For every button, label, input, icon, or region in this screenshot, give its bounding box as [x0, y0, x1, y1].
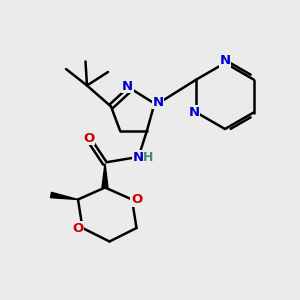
Text: N: N	[219, 54, 231, 67]
Text: N: N	[188, 106, 200, 119]
Polygon shape	[102, 164, 108, 188]
Text: H: H	[143, 151, 154, 164]
Text: N: N	[122, 80, 133, 93]
Text: O: O	[83, 131, 94, 145]
Text: O: O	[72, 221, 84, 235]
Text: O: O	[131, 193, 142, 206]
Text: N: N	[132, 151, 144, 164]
Polygon shape	[51, 192, 78, 200]
Text: N: N	[152, 95, 164, 109]
